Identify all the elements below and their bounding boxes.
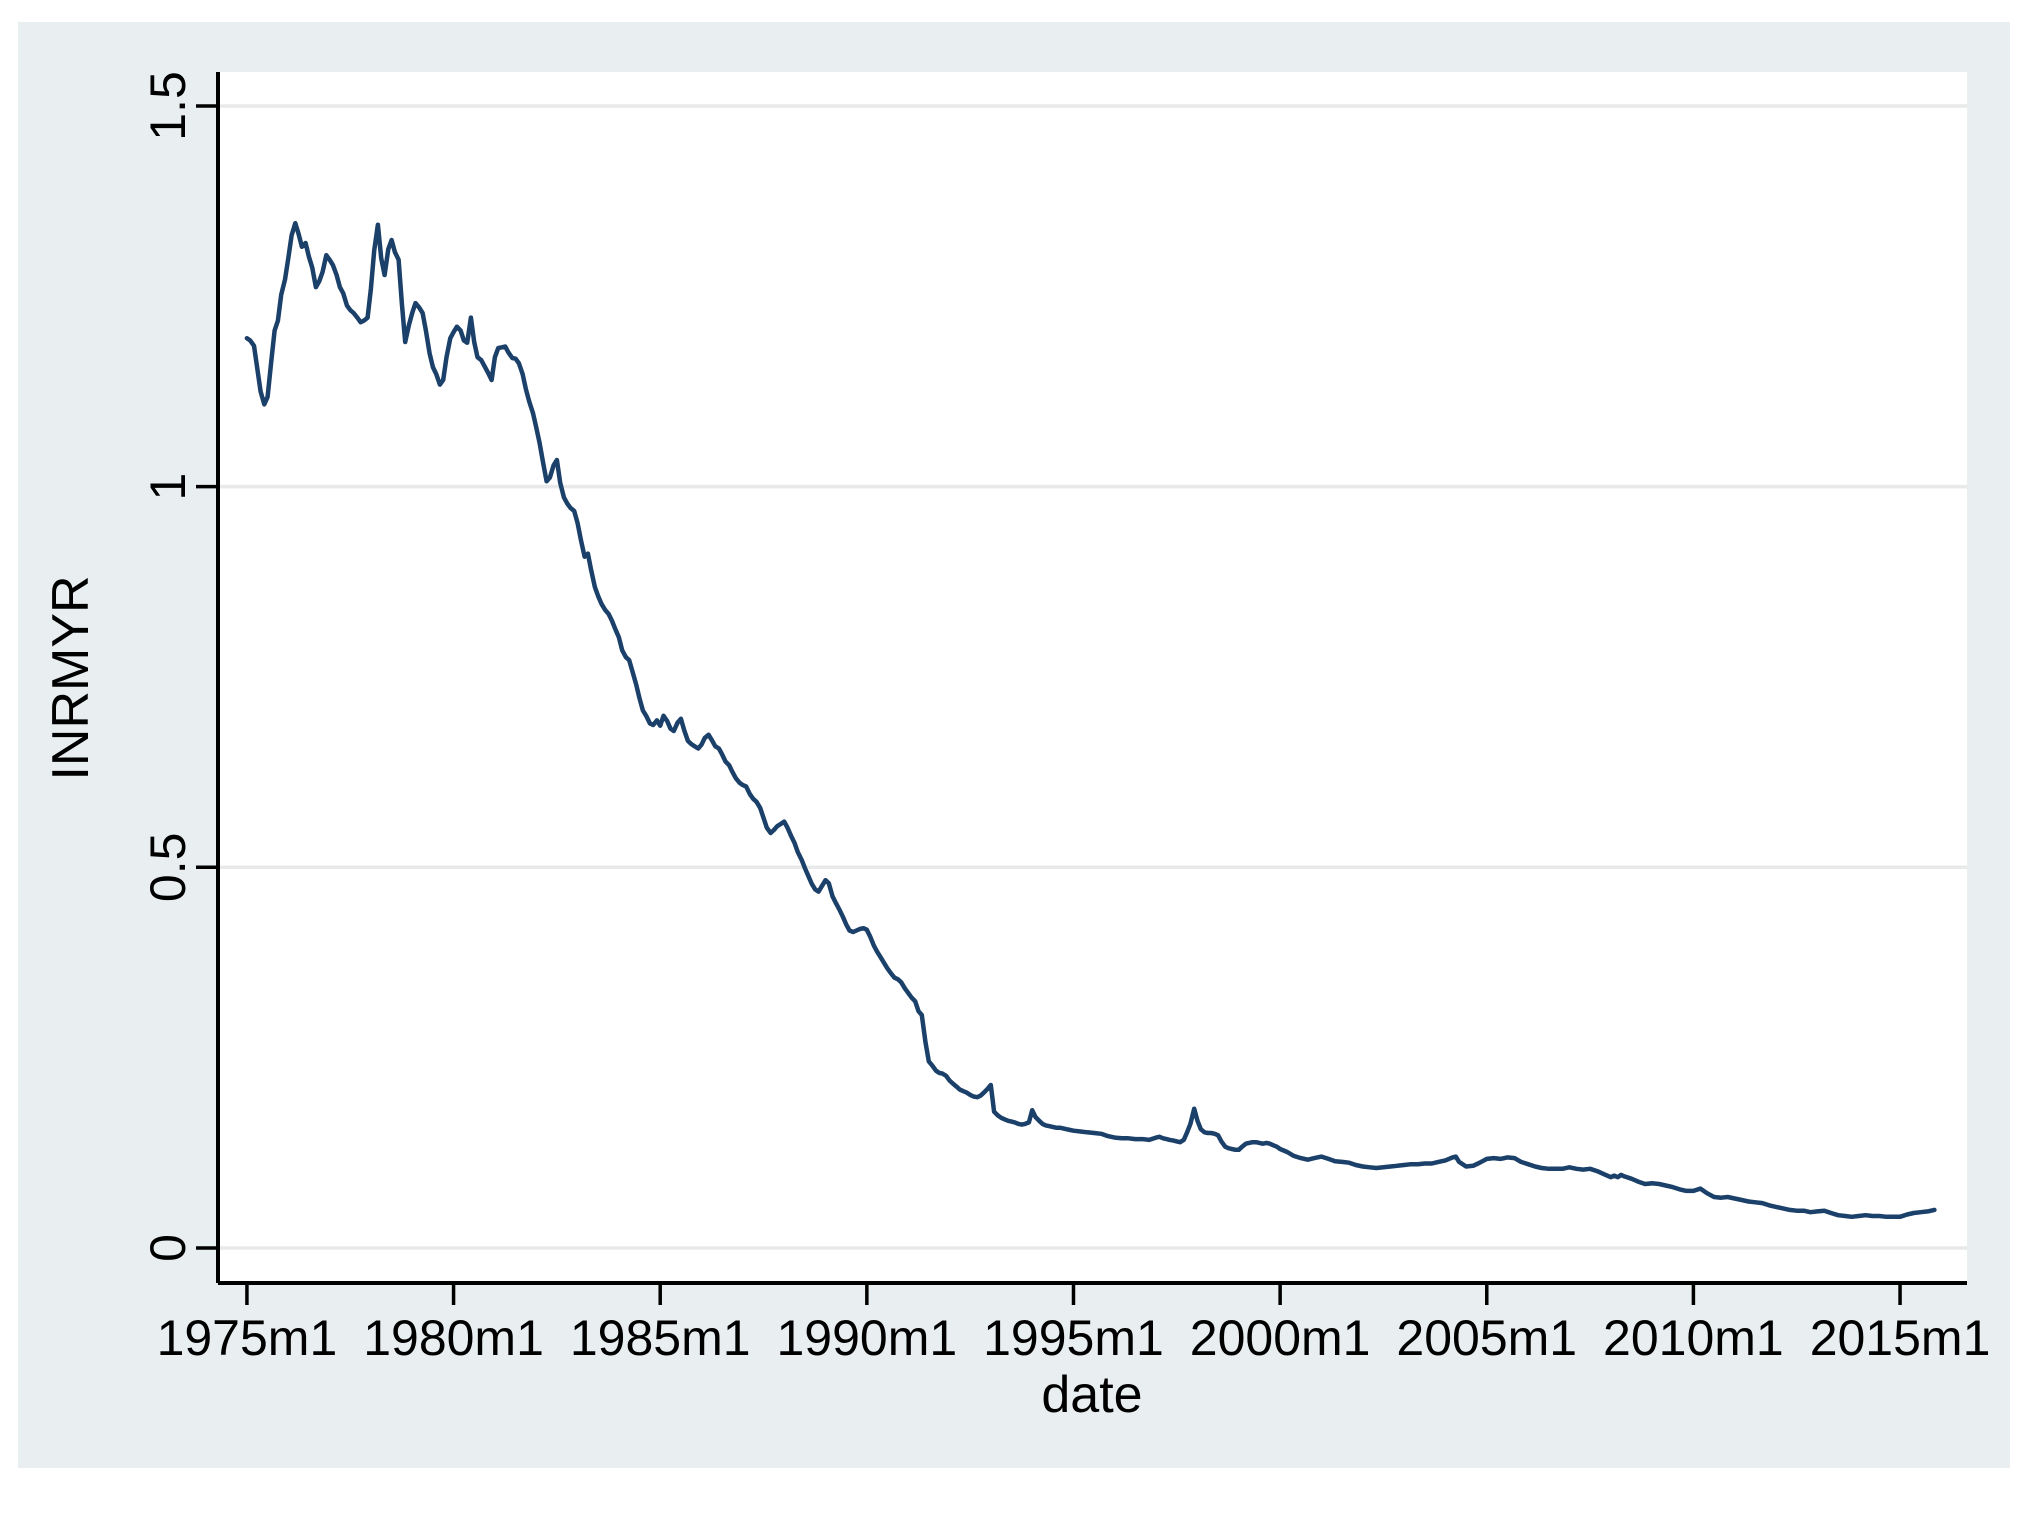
y-gridlines: [218, 104, 1967, 1250]
series-line-group: [244, 220, 1937, 1220]
x-axis-title: date: [1041, 1366, 1142, 1424]
x-tick-label: 1995m1: [983, 1310, 1164, 1366]
y-axis-ticks: [196, 104, 218, 1250]
x-axis-ticks: [245, 1283, 1902, 1305]
x-tick-label: 2005m1: [1396, 1310, 1577, 1366]
series-line-inrmyr: [244, 220, 1937, 1220]
plot-area: [218, 72, 1967, 1283]
y-tick-label: 1: [140, 473, 196, 501]
x-tick-label: 2000m1: [1190, 1310, 1371, 1366]
x-tick-label: 1980m1: [363, 1310, 544, 1366]
x-tick-labels: 1975m1 1980m1 1985m1 1990m1 1995m1 2000m1 2005…: [157, 1310, 1991, 1366]
y-tick-labels: 0 0.5 1 1.5: [140, 71, 196, 1262]
y-tick-label: 1.5: [140, 71, 196, 141]
y-tick-label: 0.5: [140, 833, 196, 903]
x-tick-label: 2010m1: [1603, 1310, 1784, 1366]
y-tick-label: 0: [140, 1234, 196, 1262]
x-tick-label: 2015m1: [1810, 1310, 1991, 1366]
x-tick-label: 1975m1: [157, 1310, 338, 1366]
x-tick-label: 1990m1: [776, 1310, 957, 1366]
y-axis-title: INRMYR: [42, 575, 100, 780]
x-tick-label: 1985m1: [570, 1310, 751, 1366]
